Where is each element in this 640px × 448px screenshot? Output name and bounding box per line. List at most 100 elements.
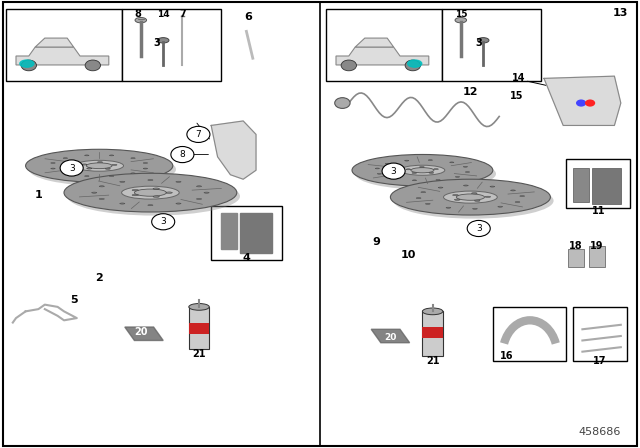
Text: 6: 6: [244, 12, 252, 22]
Ellipse shape: [485, 196, 491, 198]
Ellipse shape: [498, 206, 502, 207]
Ellipse shape: [176, 181, 181, 182]
Polygon shape: [35, 38, 74, 47]
Ellipse shape: [51, 168, 55, 169]
Bar: [422, 327, 443, 338]
Ellipse shape: [421, 192, 426, 193]
Ellipse shape: [450, 162, 454, 163]
Bar: [568, 249, 584, 267]
Ellipse shape: [352, 155, 493, 186]
Ellipse shape: [20, 60, 34, 67]
Ellipse shape: [474, 200, 480, 201]
Text: 3: 3: [391, 167, 396, 176]
Bar: [211, 206, 282, 260]
Ellipse shape: [204, 192, 209, 193]
Text: 13: 13: [613, 9, 628, 18]
Circle shape: [585, 99, 595, 107]
Ellipse shape: [477, 38, 489, 43]
Ellipse shape: [99, 198, 104, 199]
Ellipse shape: [355, 158, 496, 190]
Text: 15: 15: [510, 91, 524, 101]
Ellipse shape: [120, 181, 125, 182]
Ellipse shape: [97, 162, 102, 163]
Ellipse shape: [490, 186, 495, 187]
Bar: [6, 9, 122, 81]
Ellipse shape: [132, 194, 138, 196]
Text: 4: 4: [243, 253, 250, 263]
Ellipse shape: [411, 168, 434, 173]
Text: 21: 21: [192, 349, 206, 359]
Ellipse shape: [463, 185, 468, 186]
Ellipse shape: [131, 173, 135, 174]
Ellipse shape: [92, 192, 97, 193]
Circle shape: [171, 146, 194, 163]
Ellipse shape: [404, 160, 409, 161]
Text: 19: 19: [589, 241, 604, 250]
Polygon shape: [221, 213, 237, 249]
Circle shape: [335, 98, 350, 108]
Ellipse shape: [375, 168, 380, 169]
Ellipse shape: [82, 164, 87, 165]
Ellipse shape: [511, 190, 515, 191]
Ellipse shape: [120, 203, 125, 204]
Text: 15: 15: [454, 10, 467, 19]
Ellipse shape: [429, 172, 434, 173]
Ellipse shape: [166, 192, 172, 194]
Text: 3: 3: [161, 217, 166, 226]
Ellipse shape: [428, 159, 433, 161]
Circle shape: [85, 60, 100, 71]
Ellipse shape: [454, 199, 460, 200]
Ellipse shape: [412, 180, 417, 181]
Ellipse shape: [64, 173, 237, 212]
Ellipse shape: [456, 194, 484, 200]
Polygon shape: [355, 38, 394, 47]
Text: 7: 7: [196, 130, 201, 139]
Ellipse shape: [143, 163, 148, 164]
Bar: [566, 159, 630, 208]
Text: 12: 12: [463, 87, 478, 97]
Ellipse shape: [420, 167, 424, 168]
Ellipse shape: [406, 169, 411, 170]
Text: 3: 3: [476, 39, 482, 48]
Ellipse shape: [394, 183, 554, 219]
Bar: [493, 307, 566, 361]
Text: 3: 3: [476, 224, 481, 233]
Ellipse shape: [153, 188, 159, 190]
Ellipse shape: [29, 153, 176, 186]
Text: 17: 17: [593, 356, 607, 366]
Ellipse shape: [148, 205, 153, 206]
Ellipse shape: [472, 193, 477, 194]
Ellipse shape: [84, 155, 89, 156]
Polygon shape: [125, 327, 163, 340]
Text: 20: 20: [134, 327, 148, 336]
Ellipse shape: [51, 163, 55, 164]
Ellipse shape: [426, 203, 430, 204]
Ellipse shape: [455, 17, 467, 23]
Polygon shape: [371, 329, 410, 343]
Ellipse shape: [408, 60, 422, 67]
Circle shape: [405, 60, 420, 71]
Bar: [422, 311, 443, 356]
Circle shape: [152, 214, 175, 230]
Ellipse shape: [444, 191, 497, 203]
Polygon shape: [240, 213, 272, 253]
Text: 1: 1: [35, 190, 42, 200]
Text: 14: 14: [511, 73, 525, 83]
Ellipse shape: [390, 179, 550, 215]
Ellipse shape: [63, 158, 68, 159]
Circle shape: [382, 163, 405, 179]
Circle shape: [60, 160, 83, 176]
Text: 10: 10: [401, 250, 416, 260]
Circle shape: [187, 126, 210, 142]
Bar: [189, 323, 209, 334]
Polygon shape: [336, 47, 429, 65]
Ellipse shape: [438, 187, 443, 188]
Polygon shape: [16, 47, 109, 65]
Text: 16: 16: [500, 351, 514, 361]
Ellipse shape: [84, 176, 89, 177]
Bar: [442, 9, 541, 81]
Text: 3: 3: [154, 39, 160, 48]
Circle shape: [341, 60, 356, 71]
Bar: [589, 246, 605, 267]
Text: 9: 9: [372, 237, 380, 247]
